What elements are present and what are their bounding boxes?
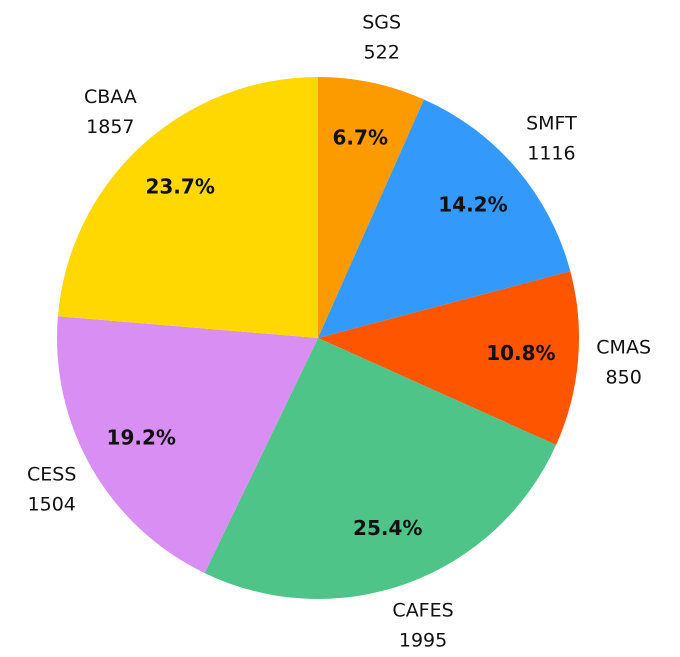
percent-label: 14.2% [438,192,507,216]
category-label: CMAS [596,337,651,359]
pie-slice [318,271,579,445]
percent-label: 6.7% [333,125,388,149]
category-label: SMFT [526,113,577,135]
pie-slice [318,99,571,338]
category-label: CAFES [392,600,453,622]
category-label: CBAA [84,86,137,108]
percent-label: 25.4% [353,516,422,540]
pie-slice [204,338,557,599]
value-label: 850 [606,367,642,389]
percent-label: 10.8% [486,341,555,365]
value-label: 1504 [28,494,76,516]
pie-slice [56,316,318,574]
value-label: 522 [364,42,400,64]
category-label: SGS [362,12,401,34]
value-label: 1116 [527,143,575,165]
category-label: CESS [27,464,76,486]
value-label: 1857 [86,116,134,138]
percent-label: 23.7% [145,175,214,199]
pie-slice [318,77,424,338]
value-label: 1995 [399,630,447,652]
pie-slice [57,77,319,338]
percent-label: 19.2% [107,425,176,449]
